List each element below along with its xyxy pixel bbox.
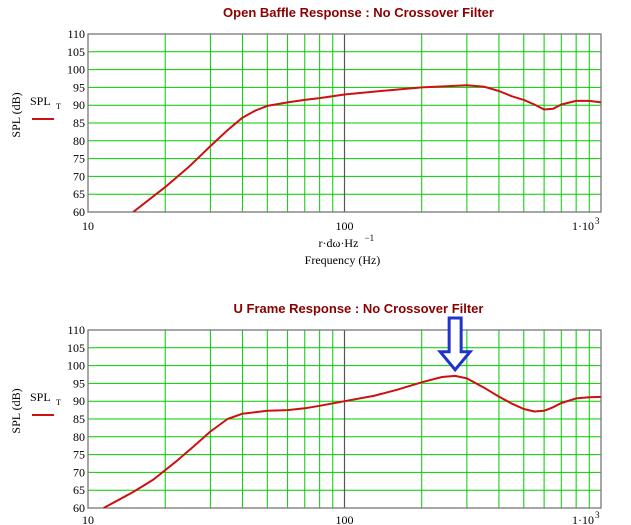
chart-title: U Frame Response : No Crossover Filter [234, 301, 484, 316]
y-tick-label: 80 [73, 134, 85, 148]
series-line [103, 374, 601, 508]
x-axis-caption: Frequency (Hz) [305, 253, 381, 267]
grid [88, 329, 601, 509]
y-tick-label: 60 [73, 205, 85, 219]
plot-frame [87, 33, 602, 213]
x-tick-label: 100 [336, 513, 354, 525]
y-tick-label: 95 [73, 80, 85, 94]
y-tick-label: 110 [67, 323, 85, 337]
x-tick-label: 1·10 [572, 513, 594, 525]
chart-panel-2: U Frame Response : No Crossover Filter 60… [9, 301, 602, 525]
x-tick-label: 1·10 [572, 219, 594, 233]
y-tick-label: 85 [73, 412, 85, 426]
y-tick-label: 100 [67, 359, 85, 373]
series-line [132, 84, 601, 212]
y-tick-label: 80 [73, 430, 85, 444]
x-tick-exponent: 3 [595, 510, 600, 520]
y-tick-label: 105 [67, 341, 85, 355]
chart-panel-1: Open Baffle Response : No Crossover Filt… [9, 5, 602, 267]
y-axis-label: SPL (dB) [9, 92, 23, 137]
x-axis-label: r·dω·Hz [319, 236, 359, 250]
legend-label: SPL [30, 390, 51, 404]
legend-subscript: T [56, 102, 61, 111]
x-tick-exponent: 3 [595, 216, 600, 226]
y-tick-label: 65 [73, 483, 85, 497]
x-tick-label: 10 [82, 219, 94, 233]
y-tick-label: 65 [73, 187, 85, 201]
y-tick-label: 85 [73, 116, 85, 130]
x-tick-label: 100 [336, 219, 354, 233]
y-tick-label: 105 [67, 45, 85, 59]
plot-frame [87, 329, 602, 509]
y-tick-label: 90 [73, 394, 85, 408]
y-tick-label: 75 [73, 448, 85, 462]
y-tick-label: 70 [73, 465, 85, 479]
x-tick-label: 10 [82, 513, 94, 525]
y-axis-label: SPL (dB) [9, 388, 23, 433]
legend-label: SPL [30, 94, 51, 108]
chart-title: Open Baffle Response : No Crossover Filt… [223, 5, 494, 20]
legend-subscript: T [56, 398, 61, 407]
down-arrow-icon [436, 316, 474, 373]
x-axis-label-exponent: −1 [365, 233, 375, 243]
y-tick-label: 100 [67, 63, 85, 77]
y-tick-label: 95 [73, 376, 85, 390]
y-tick-label: 75 [73, 152, 85, 166]
y-tick-label: 110 [67, 27, 85, 41]
grid [88, 33, 601, 213]
y-tick-label: 70 [73, 169, 85, 183]
y-tick-label: 90 [73, 98, 85, 112]
y-tick-label: 60 [73, 501, 85, 515]
